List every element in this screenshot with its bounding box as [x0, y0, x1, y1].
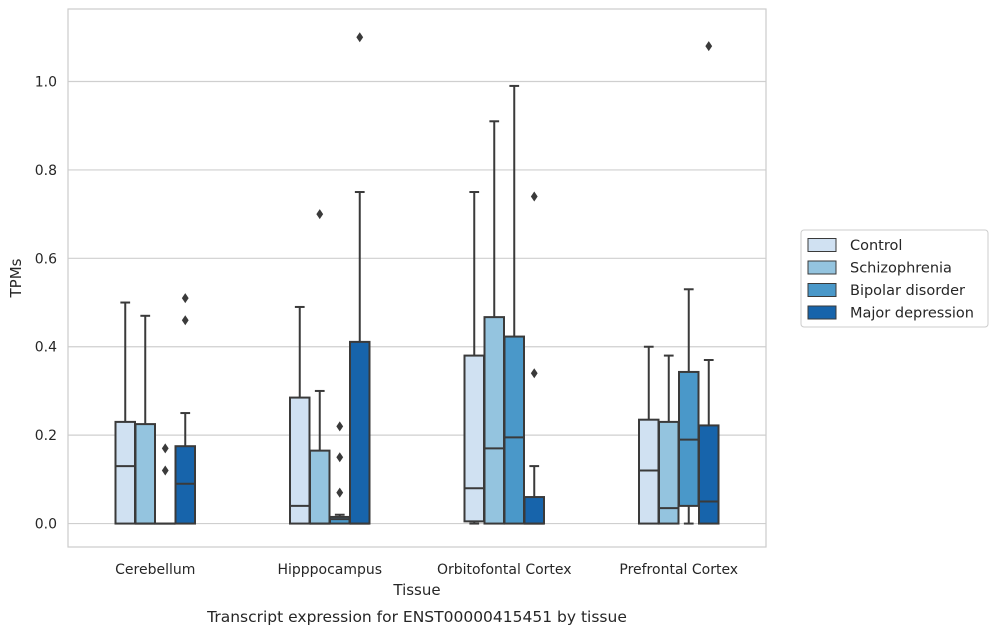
y-tick-label: 0.4 — [35, 340, 57, 356]
box-body — [463, 354, 485, 523]
outlier-point — [356, 32, 364, 43]
box-control — [114, 301, 136, 525]
box-schizophrenia — [134, 314, 156, 525]
box-body — [309, 449, 331, 525]
x-tick-labels: Cerebellum Hipppocampus Orbitofontal Corte… — [115, 562, 738, 578]
box-body — [698, 424, 720, 525]
box-major-depression — [698, 41, 720, 525]
outlier-point — [336, 487, 344, 498]
outlier-point — [316, 209, 324, 220]
y-tick-label: 1.0 — [35, 74, 57, 90]
x-tick-label: Orbitofontal Cortex — [437, 562, 572, 578]
box-bipolar-disorder — [329, 421, 351, 525]
box-bipolar-disorder — [503, 84, 525, 525]
box-body — [483, 316, 505, 525]
box-body — [638, 418, 660, 525]
y-tick-label: 0.6 — [35, 251, 57, 267]
box-schizophrenia — [309, 209, 331, 525]
box-body — [174, 445, 196, 525]
box-control — [638, 345, 660, 525]
legend-swatch — [807, 305, 837, 320]
y-tick-labels: 0.0 0.2 0.4 0.6 0.8 1.0 — [35, 74, 57, 532]
legend-swatch — [807, 260, 837, 275]
legend-items: Control Schizophrenia Bipolar disorder Majo… — [807, 238, 974, 322]
box-body — [329, 515, 351, 525]
legend-label: Bipolar disorder — [850, 283, 965, 299]
plot-layer — [114, 32, 720, 525]
box-major-depression — [523, 191, 545, 525]
plot-frame — [67, 8, 767, 548]
y-tick-label: 0.0 — [35, 517, 57, 533]
legend: Control Schizophrenia Bipolar disorder Majo… — [800, 229, 989, 328]
box-bipolar-disorder — [678, 288, 700, 525]
x-tick-label: Hipppocampus — [277, 562, 382, 578]
box-major-depression — [174, 293, 196, 525]
outlier-point — [336, 421, 344, 432]
outlier-point — [161, 465, 169, 476]
box-body — [349, 340, 371, 525]
chart-caption: Transcript expression for ENST0000041545… — [206, 608, 627, 626]
x-axis-label: Tissue — [392, 581, 440, 599]
box-body — [289, 396, 311, 525]
legend-frame — [800, 229, 989, 328]
x-tick-label: Cerebellum — [115, 562, 195, 578]
outlier-point — [530, 368, 538, 379]
legend-label: Major depression — [850, 306, 974, 322]
box-body — [134, 423, 156, 525]
legend-label: Schizophrenia — [850, 261, 952, 277]
legend-swatch — [807, 283, 837, 297]
legend-swatch — [807, 238, 837, 252]
box-major-depression — [349, 32, 371, 525]
box-schizophrenia — [483, 120, 505, 525]
outlier-point — [161, 443, 169, 454]
box-bipolar-disorder — [154, 443, 176, 525]
y-tick-label: 0.2 — [35, 428, 57, 444]
outlier-point — [336, 452, 344, 463]
outlier-point — [181, 315, 189, 326]
y-axis-label: TPMs — [7, 258, 25, 298]
box-control — [289, 305, 311, 525]
box-body — [114, 420, 136, 525]
box-body — [523, 496, 545, 525]
outlier-point — [181, 293, 189, 304]
box-control — [463, 191, 485, 525]
y-tick-label: 0.8 — [35, 163, 57, 179]
box-schizophrenia — [658, 354, 680, 525]
outlier-point — [705, 41, 713, 52]
legend-label: Control — [850, 238, 902, 254]
box-body — [503, 335, 525, 525]
outlier-point — [530, 191, 538, 202]
x-tick-label: Prefrontal Cortex — [619, 562, 738, 578]
